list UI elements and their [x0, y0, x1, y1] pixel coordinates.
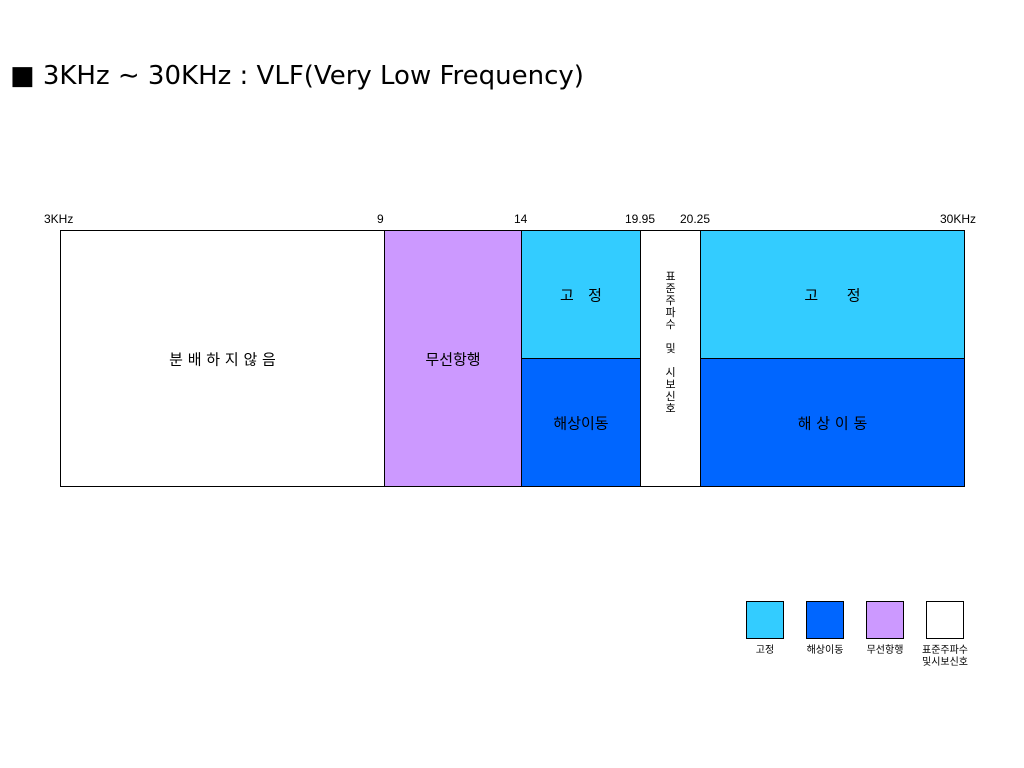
band-fixed-1-label: 고 정 — [560, 286, 602, 304]
tick-label-19-95: 19.95 — [625, 212, 656, 226]
tick-label-20-25: 20.25 — [680, 212, 711, 226]
band-radionavigation-label: 무선항행 — [425, 350, 481, 368]
band-maritime-mobile-1: 해상이동 — [522, 359, 641, 486]
axis-end-label: 30KHz — [940, 212, 977, 226]
band-fixed-1: 고 정 — [522, 231, 641, 359]
band-maritime-mobile-2: 해 상 이 동 — [701, 359, 964, 486]
legend-swatch-radionavigation — [866, 601, 904, 639]
band-radionavigation: 무선항행 — [385, 231, 522, 486]
axis-start-label: 3KHz — [44, 212, 74, 226]
band-maritime-mobile-2-label: 해 상 이 동 — [797, 414, 868, 432]
legend-label-fixed: 고정 — [755, 645, 775, 656]
band-unallocated-label: 분 배 하 지 않 음 — [169, 350, 276, 368]
band-standard-frequency: 표 준 주 파 수 및 시 보 신 호 — [641, 231, 701, 486]
legend-swatch-maritime-mobile — [806, 601, 844, 639]
legend-label-standard-frequency: 표준주파수 및시보신호 — [922, 645, 968, 668]
band-maritime-mobile-1-label: 해상이동 — [553, 414, 609, 432]
legend-swatch-fixed — [746, 601, 784, 639]
legend-label-maritime-mobile: 해상이동 — [806, 645, 844, 656]
legend-swatch-standard-frequency — [926, 601, 964, 639]
tick-label-9: 9 — [377, 212, 384, 226]
band-fixed-2: 고 정 — [701, 231, 964, 359]
band-fixed-2-label: 고 정 — [804, 286, 861, 304]
band-standard-frequency-label: 표 준 주 파 수 및 시 보 신 호 — [665, 270, 676, 415]
allocation-chart: 분 배 하 지 않 음 무선항행 고 정 해상이동 표 준 주 파 수 및 시 … — [60, 230, 965, 487]
page-title: ■ 3KHz ∼ 30KHz : VLF(Very Low Frequency) — [10, 61, 584, 91]
tick-label-14: 14 — [514, 212, 528, 226]
legend-label-radionavigation: 무선항행 — [866, 645, 904, 656]
band-unallocated: 분 배 하 지 않 음 — [61, 231, 385, 486]
